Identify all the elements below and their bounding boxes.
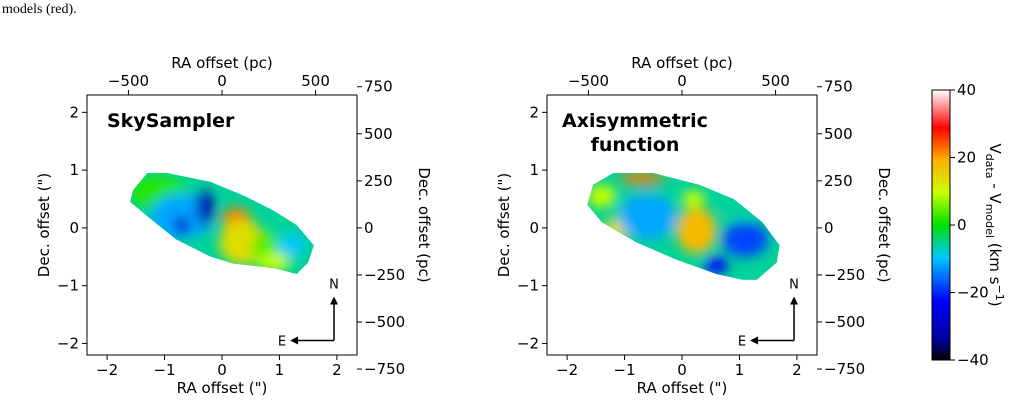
right-y-tick-label: 250 xyxy=(364,172,393,190)
residual-blob xyxy=(682,190,705,208)
right-y-tick-label: −500 xyxy=(824,313,865,331)
x-tick-label: 1 xyxy=(735,361,745,379)
top-x-axis-label: RA offset (pc) xyxy=(171,54,273,72)
y-tick-label: −1 xyxy=(57,277,79,295)
residual-blob xyxy=(722,196,757,220)
y-axis-label: Dec. offset (") xyxy=(35,173,53,277)
residual-blob xyxy=(276,233,306,257)
velocity-residual-map xyxy=(130,173,314,275)
right-y-tick-label: 0 xyxy=(824,219,834,237)
top-x-tick-label: 0 xyxy=(217,72,227,90)
north-label: N xyxy=(329,278,339,293)
north-arrowhead xyxy=(790,296,799,305)
x-tick-label: −2 xyxy=(556,361,578,379)
right-y-tick-label: 250 xyxy=(824,172,853,190)
right-y-tick-label: 0 xyxy=(364,219,374,237)
right-y-tick-label: −750 xyxy=(364,360,405,378)
top-x-axis-label: RA offset (pc) xyxy=(631,54,733,72)
right-y-tick-label: −250 xyxy=(824,266,865,284)
x-tick-label: 2 xyxy=(332,361,342,379)
right-y-tick-label: 750 xyxy=(824,78,853,96)
panel-title: SkySampler xyxy=(107,110,235,132)
top-x-tick-label: 0 xyxy=(677,72,687,90)
right-y-tick-label: 750 xyxy=(364,78,393,96)
residual-blob xyxy=(704,256,728,275)
x-tick-label: −1 xyxy=(613,361,635,379)
x-tick-label: −1 xyxy=(153,361,175,379)
right-y-tick-label: −750 xyxy=(824,360,865,378)
y-axis-label: Dec. offset (") xyxy=(495,173,513,277)
y-tick-label: −1 xyxy=(517,277,539,295)
east-arrowhead xyxy=(750,336,759,345)
right-y-tick-label: 500 xyxy=(364,125,393,143)
right-y-tick-label: 500 xyxy=(824,125,853,143)
top-x-tick-label: 500 xyxy=(301,72,330,90)
residual-blob xyxy=(722,222,769,257)
east-arrowhead xyxy=(290,336,299,345)
residual-blob xyxy=(676,207,717,254)
caption-text: models (red). xyxy=(2,2,77,17)
panel-title: Axisymmetric xyxy=(562,110,708,132)
y-tick-label: −2 xyxy=(517,334,539,352)
velocity-residual-map xyxy=(587,173,780,280)
colorbar-tick-label: −20 xyxy=(957,284,989,302)
top-x-tick-label: −500 xyxy=(568,72,609,90)
right-y-axis-label: Dec. offset (pc) xyxy=(875,167,893,282)
right-y-tick-label: −500 xyxy=(364,313,405,331)
colorbar-tick-label: −40 xyxy=(957,351,989,369)
y-tick-label: 0 xyxy=(529,219,539,237)
residual-blob xyxy=(173,216,191,234)
x-tick-label: 2 xyxy=(792,361,802,379)
chart-panel-2: −2 −1 0 1 2 −2 −1 0 1 2 −500 0 500 750 500 250 0 −250 −500… xyxy=(495,54,893,397)
y-tick-label: 2 xyxy=(69,103,79,121)
east-label: E xyxy=(278,335,286,350)
y-tick-label: 0 xyxy=(69,219,79,237)
colorbar-tick-label: 0 xyxy=(957,216,967,234)
colorbar-tick-label: 20 xyxy=(957,149,976,167)
residual-blob xyxy=(587,184,616,208)
x-axis-label: RA offset (") xyxy=(177,379,268,397)
panel-title: function xyxy=(591,134,680,156)
y-tick-label: 1 xyxy=(69,161,79,179)
top-x-tick-label: −500 xyxy=(108,72,149,90)
figure-caption: models (red). xyxy=(0,0,1010,30)
residual-blob xyxy=(256,253,291,272)
colorbar-gradient xyxy=(931,89,951,361)
chart-panel-1: −2 −1 0 1 2 −2 −1 0 1 2 −500 0 500 750 500 250 0 −250 −500… xyxy=(35,54,433,397)
right-y-axis-label: Dec. offset (pc) xyxy=(415,167,433,282)
north-label: N xyxy=(789,278,799,293)
right-y-tick-label: −250 xyxy=(364,266,405,284)
east-label: E xyxy=(738,335,746,350)
x-tick-label: 0 xyxy=(217,361,227,379)
residual-blob xyxy=(618,173,665,185)
residual-blob xyxy=(618,193,677,240)
north-arrowhead xyxy=(330,296,339,305)
y-tick-label: −2 xyxy=(57,334,79,352)
y-tick-label: 2 xyxy=(529,103,539,121)
colorbar-label: Vdata - Vmodel (km s−1) xyxy=(983,143,1006,306)
top-x-tick-label: 500 xyxy=(761,72,790,90)
x-axis-label: RA offset (") xyxy=(637,379,728,397)
colorbar-tick-label: 40 xyxy=(957,81,976,99)
x-tick-label: 1 xyxy=(275,361,285,379)
y-tick-label: 1 xyxy=(529,161,539,179)
residual-blob xyxy=(196,190,214,226)
x-tick-label: 0 xyxy=(677,361,687,379)
colorbar: 40 20 0 −20 −40 Vdata - Vmodel (km s−1) xyxy=(931,81,1006,369)
x-tick-label: −2 xyxy=(96,361,118,379)
